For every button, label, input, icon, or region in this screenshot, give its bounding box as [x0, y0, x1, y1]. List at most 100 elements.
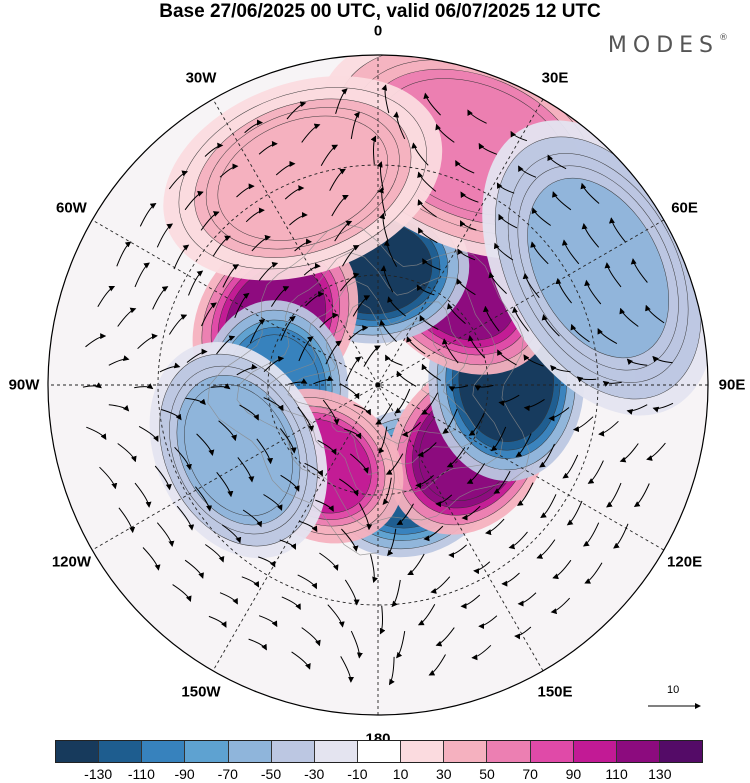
- wind-arrow: [498, 394, 520, 407]
- wind-arrow: [515, 433, 532, 458]
- wind-arrow: [154, 465, 172, 491]
- wind-arrow: [315, 499, 334, 512]
- wind-arrow: [317, 439, 337, 456]
- wind-arrow: [345, 356, 362, 382]
- colorbar-swatch: [314, 741, 358, 762]
- wind-arrow: [244, 119, 263, 134]
- wind-arrow: [280, 315, 296, 341]
- wind-arrow: [234, 292, 250, 318]
- wind-arrow: [204, 142, 224, 157]
- colorbar-swatch: [401, 741, 445, 762]
- wind-arrow: [562, 454, 579, 479]
- wind-arrow: [608, 217, 626, 243]
- wind-arrow: [256, 438, 274, 465]
- wind-arrow: [435, 627, 455, 647]
- wind-arrow: [375, 403, 393, 425]
- wind-arrow: [297, 406, 315, 432]
- wind-arrow: [184, 190, 204, 211]
- colorbar-tick-label: 90: [565, 766, 582, 782]
- colorbar-swatch: [185, 741, 229, 762]
- wind-arrow: [448, 544, 467, 559]
- wind-arrow: [539, 443, 555, 468]
- wind-arrow: [222, 264, 240, 288]
- wind-arrow: [319, 312, 339, 328]
- wind-arrow: [613, 523, 629, 549]
- wind-arrow: [401, 421, 421, 438]
- wind-arrow: [531, 207, 551, 226]
- wind-arrow: [396, 631, 406, 659]
- wind-arrow: [200, 211, 220, 231]
- wind-arrow: [263, 355, 285, 372]
- wind-arrow: [510, 130, 528, 142]
- wind-arrow: [108, 355, 130, 366]
- wind-arrow: [205, 544, 225, 563]
- wind-arrow: [219, 163, 239, 178]
- wind-vectors: [82, 84, 674, 686]
- longitude-label: 90E: [718, 376, 746, 394]
- wind-arrow: [221, 524, 242, 544]
- wind-arrow: [547, 154, 567, 170]
- wind-arrow: [645, 304, 665, 324]
- wind-arrow: [172, 584, 192, 603]
- wind-arrow: [552, 191, 572, 211]
- wind-arrow: [159, 362, 181, 373]
- wind-arrow: [263, 494, 283, 511]
- wind-arrow: [541, 314, 560, 337]
- wind-arrow: [423, 525, 444, 542]
- wind-arrow: [435, 123, 455, 143]
- anomaly-center: [482, 120, 708, 416]
- brand-text: MODES: [607, 33, 719, 58]
- wind-arrow: [219, 592, 238, 605]
- wind-arrow: [237, 457, 255, 483]
- longitude-label: 60W: [56, 199, 87, 217]
- wind-arrow: [353, 404, 371, 416]
- wind-arrow: [514, 626, 532, 640]
- colorbar-tick-label: -110: [127, 766, 155, 782]
- colorbar-swatch: [228, 741, 272, 762]
- wind-arrow: [473, 561, 491, 575]
- wind-arrow: [173, 244, 190, 270]
- wind-arrow: [488, 271, 507, 294]
- wind-arrow: [561, 239, 580, 265]
- wind-arrow: [421, 363, 441, 381]
- wind-arrow: [460, 594, 481, 610]
- wind-arrow: [422, 258, 441, 271]
- wind-arrow: [602, 380, 622, 387]
- wind-arrow: [99, 466, 118, 490]
- wind-arrow: [82, 382, 102, 389]
- wind-arrow: [548, 407, 570, 422]
- wind-arrow: [378, 426, 388, 454]
- wind-arrow: [417, 604, 436, 626]
- longitude-label: 120E: [667, 553, 703, 571]
- wind-arrow: [340, 272, 360, 292]
- wind-arrow: [236, 363, 258, 376]
- wind-arrow: [381, 84, 390, 114]
- colorbar-tick-label: 30: [436, 766, 452, 782]
- wind-arrow: [478, 615, 498, 630]
- wind-arrow: [331, 194, 349, 217]
- wind-arrow: [97, 285, 116, 308]
- wind-arrow: [646, 442, 666, 461]
- wind-arrow: [327, 604, 345, 628]
- longitude-label: 30W: [185, 69, 217, 87]
- wind-arrow: [339, 478, 359, 497]
- colorbar-tick-label: 130: [648, 766, 672, 782]
- wind-arrow: [298, 336, 314, 362]
- wind-arrow: [555, 277, 572, 304]
- wind-arrow: [350, 630, 363, 659]
- wind-arrow: [305, 291, 325, 307]
- wind-arrow: [156, 522, 175, 547]
- wind-arrow: [270, 286, 290, 307]
- wind-arrow: [363, 345, 381, 367]
- colorbar-swatch: [487, 741, 531, 762]
- wind-arrow: [394, 388, 411, 414]
- wind-arrow: [619, 443, 639, 463]
- wind-arrow: [322, 399, 340, 426]
- colorbar-swatch: [659, 741, 703, 762]
- longitude-label: 90W: [8, 376, 40, 394]
- wind-arrow: [249, 318, 266, 344]
- longitude-label: 150E: [537, 683, 573, 701]
- wind-arrow: [460, 191, 479, 203]
- coastline: [236, 252, 504, 527]
- wind-arrow: [258, 261, 279, 281]
